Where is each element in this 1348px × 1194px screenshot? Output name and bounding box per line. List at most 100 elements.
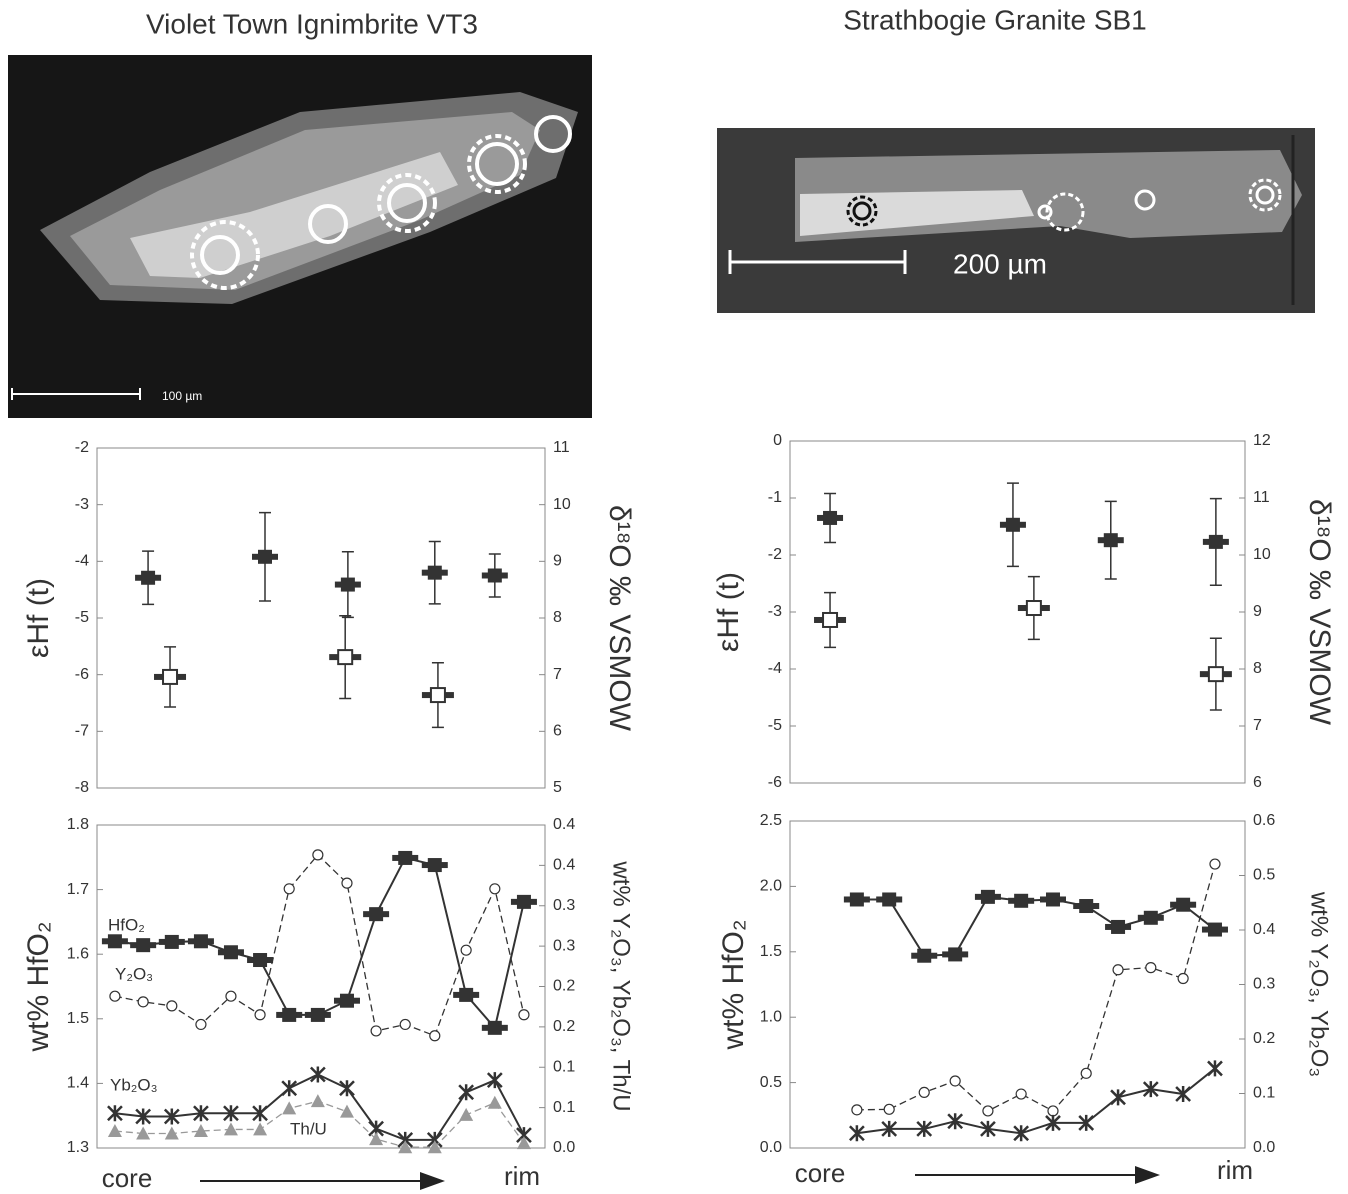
y-tick-label: -3	[75, 496, 89, 513]
x-end-label: rim	[1217, 1155, 1253, 1185]
marker	[1207, 922, 1222, 937]
marker	[283, 883, 295, 895]
marker	[107, 1105, 123, 1122]
y-tick-label: 1.4	[67, 1075, 89, 1092]
marker	[1005, 517, 1020, 532]
marker	[487, 1095, 502, 1109]
marker	[916, 1120, 933, 1137]
marker	[1103, 533, 1118, 548]
y2-tick-label: 0.1	[553, 1099, 575, 1116]
y2-tick-label: 7	[1253, 717, 1262, 734]
y2-tick-label: 0.3	[553, 937, 575, 954]
series-line	[856, 1067, 1216, 1135]
marker	[1177, 972, 1189, 985]
marker	[518, 1009, 530, 1021]
marker	[1047, 1105, 1059, 1117]
marker	[881, 1120, 898, 1137]
marker	[223, 945, 238, 960]
y2-axis-label: wt% Y₂O₃, Yb₂O₃	[1306, 891, 1333, 1077]
marker	[223, 1122, 238, 1136]
scale-label: 200 µm	[953, 248, 1047, 279]
marker	[1045, 1114, 1061, 1131]
series-label: Yb₂O₃	[110, 1075, 158, 1094]
x-end-label: core	[102, 1163, 153, 1193]
marker	[849, 1125, 865, 1142]
marker	[1014, 893, 1029, 908]
marker	[822, 611, 839, 628]
marker	[312, 849, 324, 861]
marker	[882, 892, 897, 907]
marker	[1079, 899, 1094, 914]
y-tick-label: -1	[768, 489, 782, 506]
y2-tick-label: 0.4	[553, 857, 575, 874]
y-tick-label: -8	[75, 779, 89, 796]
y-tick-label: 1.3	[67, 1139, 89, 1156]
marker	[258, 549, 272, 564]
marker	[1142, 1081, 1159, 1098]
marker	[164, 1126, 179, 1140]
y-tick-label: -5	[75, 609, 89, 626]
marker	[1080, 1067, 1092, 1079]
y-axis-label: εHf (t)	[712, 572, 745, 652]
y2-tick-label: 0.5	[1253, 867, 1275, 884]
marker	[341, 877, 353, 889]
y2-tick-label: 11	[553, 439, 570, 456]
marker	[136, 1126, 151, 1140]
marker	[339, 993, 354, 1008]
marker	[193, 1124, 208, 1138]
marker	[309, 1066, 326, 1083]
plot-frame	[96, 824, 546, 1149]
marker	[980, 889, 995, 904]
y2-tick-label: 0.6	[1253, 812, 1275, 829]
series-line	[856, 895, 1216, 957]
marker	[917, 948, 932, 963]
marker	[427, 565, 442, 580]
y2-tick-label: 11	[1253, 489, 1270, 506]
marker	[883, 1103, 895, 1115]
y-tick-label: 1.5	[67, 1010, 89, 1027]
marker	[1015, 1088, 1027, 1100]
y2-tick-label: 0.0	[553, 1139, 575, 1156]
series-label: Th/U	[290, 1119, 327, 1138]
y2-axis-label: δ¹⁸O ‰ VSMOW	[603, 505, 636, 732]
y2-tick-label: 8	[1253, 660, 1262, 677]
series-label: HfO₂	[108, 915, 145, 934]
y2-tick-label: 10	[553, 496, 571, 513]
scale-label: 100 µm	[162, 389, 202, 403]
y2-tick-label: 0.4	[553, 816, 575, 833]
marker	[489, 883, 501, 895]
marker	[1111, 919, 1126, 934]
y-tick-label: 1.8	[67, 816, 89, 833]
marker	[398, 1140, 413, 1154]
y2-tick-label: 0.2	[1253, 1030, 1275, 1047]
marker	[1025, 600, 1042, 617]
y-tick-label: -2	[768, 546, 782, 563]
image-title: Violet Town Ignimbrite VT3	[146, 8, 478, 39]
marker	[135, 1108, 152, 1125]
marker	[849, 892, 864, 907]
cl-image	[8, 55, 592, 418]
y-tick-label: -4	[768, 660, 782, 677]
x-end-label: rim	[504, 1161, 540, 1191]
image-title: Strathbogie Granite SB1	[843, 4, 1147, 35]
marker	[282, 1007, 297, 1022]
y-tick-label: -6	[768, 774, 782, 791]
y-tick-label: -6	[75, 666, 89, 683]
marker	[163, 1108, 180, 1125]
y-tick-label: 1.5	[760, 943, 782, 960]
marker	[107, 1124, 122, 1138]
marker	[107, 934, 122, 949]
y-tick-label: 2.5	[760, 812, 782, 829]
y2-tick-label: 0.3	[1253, 976, 1275, 993]
y2-tick-label: 0.3	[553, 897, 575, 914]
y2-tick-label: 0.1	[1253, 1085, 1275, 1102]
y-tick-label: 0.0	[760, 1139, 782, 1156]
marker	[193, 1105, 209, 1122]
marker	[369, 1132, 384, 1146]
marker	[947, 1113, 964, 1130]
marker	[310, 1007, 325, 1022]
marker	[1078, 1114, 1095, 1131]
marker	[429, 687, 446, 704]
marker	[399, 1018, 411, 1031]
marker	[141, 570, 156, 585]
